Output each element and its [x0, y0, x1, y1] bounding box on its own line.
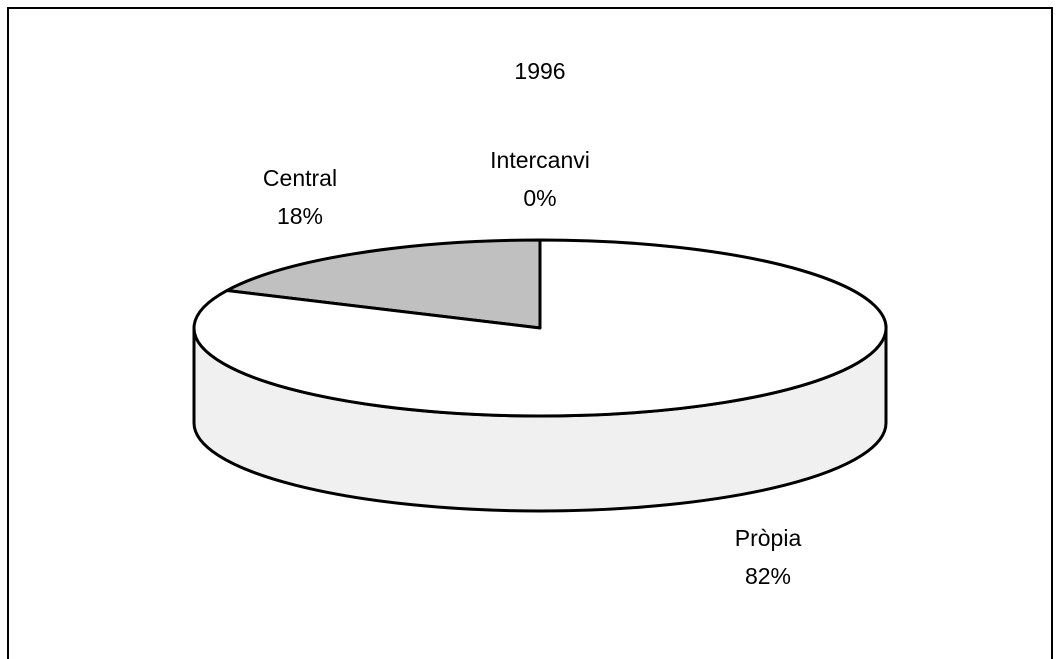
slice-label: Intercanvi: [490, 147, 590, 173]
slice-value-label: 0%: [523, 185, 556, 211]
chart-title: 1996: [514, 58, 565, 84]
slice-value-label: 82%: [745, 563, 791, 589]
slice: [225, 238, 542, 330]
slice-label: Central: [263, 165, 337, 191]
slice-value-label: 18%: [277, 203, 323, 229]
slice-label: Pròpia: [735, 525, 802, 551]
slice: [192, 238, 888, 418]
